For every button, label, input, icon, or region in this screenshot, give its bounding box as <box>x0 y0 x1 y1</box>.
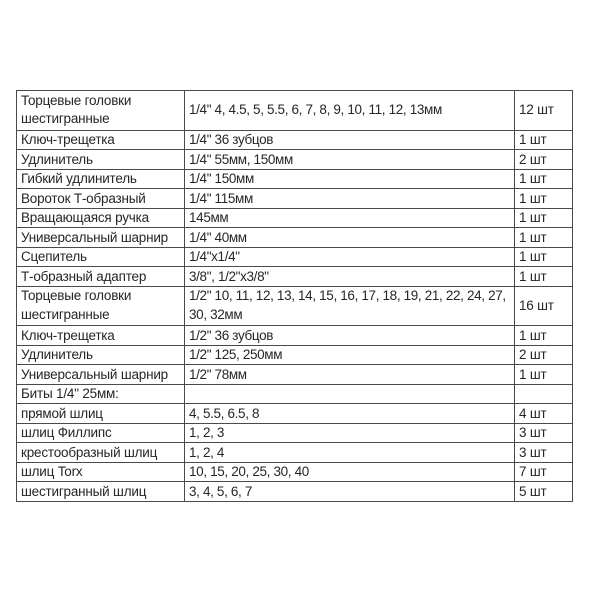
qty-cell: 2 шт <box>514 149 573 170</box>
specs-cell: 1/4" 115мм <box>184 188 515 209</box>
item-cell: Универсальный шарнир <box>16 364 185 385</box>
table-row: шестигранный шлиц 3, 4, 5, 6, 7 5 шт <box>16 481 573 502</box>
specs-cell: 4, 5.5, 6.5, 8 <box>184 403 515 424</box>
specs-cell: 1/2" 78мм <box>184 364 515 385</box>
item-cell: прямой шлиц <box>16 403 185 424</box>
table-row: Сцепитель 1/4"x1/4" 1 шт <box>16 246 573 267</box>
qty-cell: 1 шт <box>514 325 573 346</box>
item-cell: Удлинитель <box>16 149 185 170</box>
qty-cell: 1 шт <box>514 207 573 228</box>
specs-cell: 1/2" 125, 250мм <box>184 344 515 365</box>
qty-cell: 7 шт <box>514 461 573 482</box>
item-cell: Вороток Т-образный <box>16 188 185 209</box>
specs-cell: 1/2" 36 зубцов <box>184 325 515 346</box>
specs-cell: 3, 4, 5, 6, 7 <box>184 481 515 502</box>
specs-cell: 10, 15, 20, 25, 30, 40 <box>184 461 515 482</box>
qty-cell: 1 шт <box>514 266 573 287</box>
table-row: Универсальный шарнир 1/4" 40мм 1 шт <box>16 227 573 248</box>
item-cell: Т-образный адаптер <box>16 266 185 287</box>
item-cell: Универсальный шарнир <box>16 227 185 248</box>
item-cell: Гибкий удлинитель <box>16 168 185 189</box>
table-row: шлиц Torx 10, 15, 20, 25, 30, 40 7 шт <box>16 461 573 482</box>
qty-cell: 1 шт <box>514 364 573 385</box>
item-cell: Ключ-трещетка <box>16 129 185 150</box>
table-row: Гибкий удлинитель 1/4" 150мм 1 шт <box>16 168 573 189</box>
qty-cell: 1 шт <box>514 168 573 189</box>
table-row: Ключ-трещетка 1/2" 36 зубцов 1 шт <box>16 325 573 346</box>
item-cell: Сцепитель <box>16 246 185 267</box>
item-cell: Биты 1/4" 25мм: <box>16 383 185 404</box>
qty-cell: 4 шт <box>514 403 573 424</box>
item-cell: шестигранный шлиц <box>16 481 185 502</box>
specs-cell: 1, 2, 4 <box>184 442 515 463</box>
tool-kit-contents: Торцевые головки шестигранные 1/4" 4, 4.… <box>16 90 573 502</box>
qty-cell <box>514 383 573 404</box>
qty-cell: 3 шт <box>514 442 573 463</box>
qty-cell: 1 шт <box>514 188 573 209</box>
table-row: Торцевые головки шестигранные 1/4" 4, 4.… <box>16 90 573 131</box>
table-row: Ключ-трещетка 1/4" 36 зубцов 1 шт <box>16 129 573 150</box>
table-row: прямой шлиц 4, 5.5, 6.5, 8 4 шт <box>16 403 573 424</box>
qty-cell: 1 шт <box>514 129 573 150</box>
item-cell: Вращающаяся ручка <box>16 207 185 228</box>
table-row: Удлинитель 1/2" 125, 250мм 2 шт <box>16 344 573 365</box>
item-cell: крестообразный шлиц <box>16 442 185 463</box>
item-cell: Ключ-трещетка <box>16 325 185 346</box>
table-row: крестообразный шлиц 1, 2, 4 3 шт <box>16 442 573 463</box>
item-cell: Торцевые головки шестигранные <box>16 90 185 131</box>
item-cell: шлиц Torx <box>16 461 185 482</box>
table-row: Т-образный адаптер 3/8", 1/2"x3/8" 1 шт <box>16 266 573 287</box>
qty-cell: 3 шт <box>514 422 573 443</box>
specs-cell: 1/4" 40мм <box>184 227 515 248</box>
item-cell: Торцевые головки шестигранные <box>16 285 185 326</box>
tool-kit-contents-table: Торцевые головки шестигранные 1/4" 4, 4.… <box>16 90 573 502</box>
item-cell: шлиц Филлипс <box>16 422 185 443</box>
specs-cell: 1/4"x1/4" <box>184 246 515 267</box>
specs-cell: 1, 2, 3 <box>184 422 515 443</box>
specs-cell: 1/4" 4, 4.5, 5, 5.5, 6, 7, 8, 9, 10, 11,… <box>184 90 515 131</box>
specs-cell <box>184 383 515 404</box>
table-row: Универсальный шарнир 1/2" 78мм 1 шт <box>16 364 573 385</box>
qty-cell: 16 шт <box>514 285 573 326</box>
table-row: Биты 1/4" 25мм: <box>16 383 573 404</box>
qty-cell: 1 шт <box>514 227 573 248</box>
table-body: Торцевые головки шестигранные 1/4" 4, 4.… <box>16 90 573 502</box>
specs-cell: 1/4" 150мм <box>184 168 515 189</box>
qty-cell: 1 шт <box>514 246 573 267</box>
specs-cell: 145мм <box>184 207 515 228</box>
specs-cell: 1/4" 36 зубцов <box>184 129 515 150</box>
qty-cell: 2 шт <box>514 344 573 365</box>
item-cell: Удлинитель <box>16 344 185 365</box>
qty-cell: 12 шт <box>514 90 573 131</box>
table-row: шлиц Филлипс 1, 2, 3 3 шт <box>16 422 573 443</box>
specs-cell: 3/8", 1/2"x3/8" <box>184 266 515 287</box>
specs-cell: 1/4" 55мм, 150мм <box>184 149 515 170</box>
table-row: Вращающаяся ручка 145мм 1 шт <box>16 207 573 228</box>
table-row: Удлинитель 1/4" 55мм, 150мм 2 шт <box>16 149 573 170</box>
table-row: Торцевые головки шестигранные 1/2" 10, 1… <box>16 285 573 326</box>
qty-cell: 5 шт <box>514 481 573 502</box>
specs-cell: 1/2" 10, 11, 12, 13, 14, 15, 16, 17, 18,… <box>184 285 515 326</box>
table-row: Вороток Т-образный 1/4" 115мм 1 шт <box>16 188 573 209</box>
